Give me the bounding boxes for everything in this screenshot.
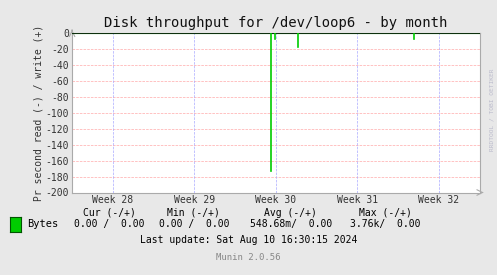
Text: Cur (-/+): Cur (-/+) <box>83 208 136 218</box>
Y-axis label: Pr second read (-) / write (+): Pr second read (-) / write (+) <box>33 25 43 201</box>
Text: 0.00 /  0.00: 0.00 / 0.00 <box>159 219 229 229</box>
Text: 548.68m/  0.00: 548.68m/ 0.00 <box>249 219 332 229</box>
Text: RRDTOOL / TOBI OETIKER: RRDTOOL / TOBI OETIKER <box>490 69 495 151</box>
Text: 0.00 /  0.00: 0.00 / 0.00 <box>74 219 145 229</box>
Text: Last update: Sat Aug 10 16:30:15 2024: Last update: Sat Aug 10 16:30:15 2024 <box>140 235 357 245</box>
Text: Min (-/+): Min (-/+) <box>167 208 220 218</box>
Text: Avg (-/+): Avg (-/+) <box>264 208 317 218</box>
Title: Disk throughput for /dev/loop6 - by month: Disk throughput for /dev/loop6 - by mont… <box>104 16 447 31</box>
Text: Munin 2.0.56: Munin 2.0.56 <box>216 253 281 262</box>
Text: 3.76k/  0.00: 3.76k/ 0.00 <box>350 219 420 229</box>
Text: Max (-/+): Max (-/+) <box>359 208 412 218</box>
Text: Bytes: Bytes <box>27 219 59 229</box>
